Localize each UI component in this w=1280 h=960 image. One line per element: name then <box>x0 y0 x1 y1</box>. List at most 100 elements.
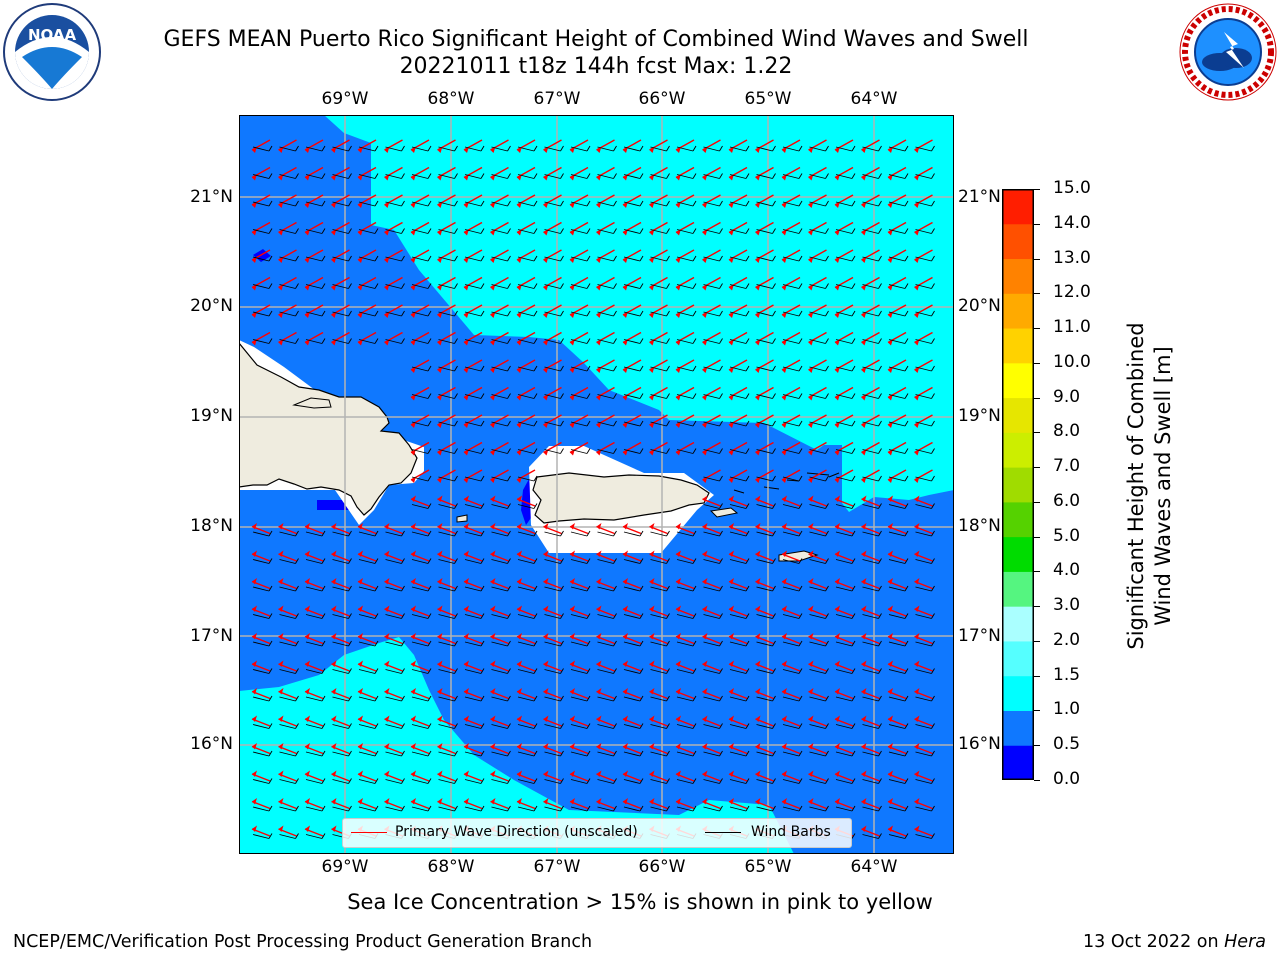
vector-cell-85 <box>437 221 458 236</box>
wave-arrow-head <box>649 770 655 777</box>
wind-barb <box>279 696 296 702</box>
wind-barb-feather <box>374 310 379 317</box>
wind-barb-feather <box>586 200 591 207</box>
wind-barb <box>570 339 588 344</box>
wave-arrow-head <box>411 550 416 557</box>
wind-barb-feather <box>745 503 750 509</box>
wind-barb-feather <box>851 668 856 674</box>
wind-barb <box>676 779 694 784</box>
wind-barb <box>332 669 349 674</box>
wave-arrow-head <box>782 495 787 502</box>
vector-cell-512 <box>622 715 644 729</box>
wind-barb <box>438 449 455 454</box>
wind-barb <box>915 311 932 317</box>
vector-cell-542 <box>728 743 750 757</box>
vector-cell-394 <box>251 605 273 619</box>
vector-cell-315 <box>914 495 935 509</box>
vector-cell-2 <box>304 139 326 153</box>
left-lat-20: 20°N <box>190 296 233 316</box>
vector-cell-462 <box>675 660 697 674</box>
wind-barb <box>517 504 535 509</box>
wave-arrow-head <box>543 578 549 585</box>
vector-cell-390 <box>834 578 856 592</box>
wave-arrow-head <box>808 605 814 612</box>
vector-cell-314 <box>887 495 909 509</box>
wave-arrow-head <box>914 798 920 805</box>
wind-barb-feather <box>904 145 909 152</box>
wind-barb-feather <box>321 283 326 289</box>
wind-barb-feather <box>427 475 432 482</box>
wave-arrow-head <box>570 633 575 640</box>
wind-barb <box>464 201 482 207</box>
wind-barb <box>517 751 535 757</box>
wind-barb-feather <box>374 200 379 207</box>
map-panel <box>238 114 955 855</box>
wind-barb-feather <box>374 338 379 344</box>
wind-barb <box>305 339 323 344</box>
vector-cell-5 <box>384 139 405 153</box>
vector-cell-471 <box>914 660 935 674</box>
wave-arrow-head <box>861 578 867 585</box>
wind-barb-feather <box>401 750 405 757</box>
wave-arrow-head <box>888 798 893 805</box>
wind-barb-feather <box>904 338 909 344</box>
wind-barb-feather <box>480 145 485 152</box>
vector-cell-470 <box>887 660 909 674</box>
wind-barb <box>703 751 720 757</box>
wind-barb <box>782 669 800 674</box>
vector-cell-32 <box>410 166 432 181</box>
wind-barb-feather <box>692 778 697 784</box>
wind-barb-feather <box>692 173 697 179</box>
wind-barb <box>729 586 747 592</box>
wind-barb <box>411 284 429 289</box>
vector-cell-461 <box>649 660 670 674</box>
wave-arrow-head <box>331 523 337 530</box>
vector-cell-430 <box>516 633 538 647</box>
wave-arrow-head <box>888 578 893 585</box>
wind-barb-feather <box>374 805 379 812</box>
wind-barb <box>703 449 720 454</box>
vector-cell-585 <box>490 798 511 812</box>
colorbar-tick-label: 0.5 <box>1053 734 1081 755</box>
wave-arrow-head <box>384 550 390 557</box>
wind-barb <box>570 229 588 234</box>
wind-barb <box>279 614 296 619</box>
wind-barb <box>332 146 349 152</box>
wave-arrow-head <box>411 578 416 585</box>
wind-barb-feather <box>719 503 723 509</box>
vector-cell-121 <box>702 249 723 263</box>
bottom-lon-67: 67°W <box>533 857 581 877</box>
wind-barb-feather <box>348 640 352 647</box>
vector-cell-340 <box>887 523 909 537</box>
wave-arrow-head <box>861 798 867 805</box>
wind-barb-feather <box>401 228 405 234</box>
wind-barb <box>650 614 667 619</box>
wind-barb <box>729 669 747 674</box>
vector-cell-503 <box>384 715 405 729</box>
vector-cell-58 <box>410 194 432 208</box>
vector-cell-194 <box>569 331 591 346</box>
wind-barb-feather <box>560 228 564 234</box>
wind-barb-feather <box>666 393 670 399</box>
wind-barb-feather <box>348 585 352 592</box>
wind-barb-feather <box>825 503 829 509</box>
wind-barb-feather <box>878 338 882 344</box>
colorbar-swatch-16 <box>1002 189 1034 225</box>
vector-cell-544 <box>781 743 803 757</box>
wind-barb <box>915 586 932 592</box>
wind-barb <box>411 256 429 262</box>
wind-barb <box>491 201 508 207</box>
vector-cell-302 <box>410 495 432 509</box>
wind-barb-feather <box>878 393 882 399</box>
vector-cell-434 <box>622 633 644 647</box>
wind-barb <box>464 531 482 537</box>
wind-barb-feather <box>666 558 670 564</box>
wind-barb-feather <box>454 173 458 179</box>
wave-arrow-head <box>782 743 787 750</box>
vector-cell-60 <box>463 194 485 208</box>
wind-barb <box>332 724 349 729</box>
wind-barb <box>385 146 402 152</box>
wind-barb <box>650 696 667 702</box>
wind-barb-feather <box>374 640 379 647</box>
wind-barb-feather <box>692 255 697 262</box>
